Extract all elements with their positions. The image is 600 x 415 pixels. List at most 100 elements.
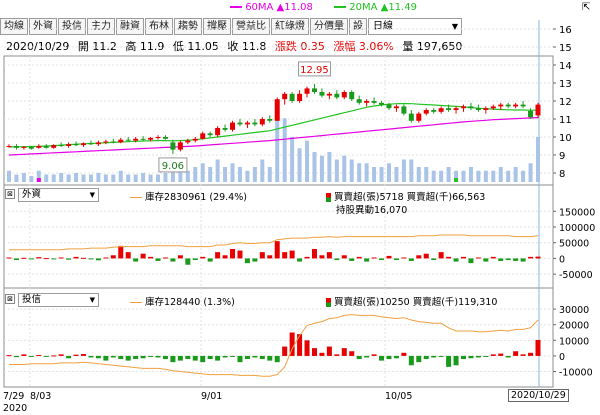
flow-bar bbox=[386, 355, 392, 360]
flow-bar bbox=[356, 256, 362, 259]
panel2-bar-legend: 買賣超(張)10250 買賣超(千)119,310 bbox=[326, 294, 497, 308]
candle-body bbox=[155, 137, 161, 138]
flow-bar bbox=[483, 355, 489, 357]
tab-margin[interactable]: 融資 bbox=[116, 18, 144, 35]
flow-bar bbox=[252, 258, 258, 262]
volume-bar bbox=[439, 170, 444, 182]
candle-body bbox=[95, 142, 101, 145]
flow-bar bbox=[43, 355, 49, 357]
flow-bar bbox=[244, 258, 250, 264]
candle-body bbox=[356, 99, 362, 103]
flow-bar bbox=[88, 355, 94, 358]
x-label-first: 7/29 bbox=[3, 391, 25, 402]
flow-bar bbox=[215, 355, 221, 361]
volume-bar bbox=[260, 159, 265, 182]
volume-bar bbox=[334, 159, 339, 182]
candle-body bbox=[66, 144, 72, 146]
flow-bar bbox=[319, 352, 325, 356]
price-tick-label: 12 bbox=[559, 97, 572, 108]
flow-bar bbox=[222, 355, 228, 358]
volume-bar bbox=[498, 167, 503, 182]
volume-bar bbox=[424, 167, 429, 182]
candle-body bbox=[379, 102, 385, 105]
panel1-select[interactable]: 外資 ▼ bbox=[18, 188, 99, 202]
panel2-select[interactable]: 投信 ▼ bbox=[18, 293, 99, 307]
volume-bar bbox=[416, 167, 421, 182]
candle-body bbox=[207, 133, 213, 136]
flow-bar bbox=[66, 355, 72, 359]
flow-bar bbox=[222, 255, 228, 259]
panel2-toggle[interactable]: ⊠ bbox=[5, 294, 15, 304]
candle-body bbox=[349, 92, 355, 100]
volume-bar bbox=[513, 167, 518, 182]
flow-bar bbox=[259, 252, 265, 259]
flow-bar bbox=[51, 258, 57, 260]
tab-pe[interactable]: 營益比 bbox=[232, 18, 270, 35]
candle-body bbox=[393, 106, 399, 109]
flow-bar bbox=[505, 258, 511, 260]
flow-bar bbox=[118, 245, 124, 259]
candle-body bbox=[528, 110, 534, 118]
min-price-label: 9.06 bbox=[162, 161, 184, 172]
volume-bar bbox=[148, 174, 153, 182]
flow-tick-label: -10000 bbox=[559, 368, 593, 379]
tab-light[interactable]: 紅綠燈 bbox=[271, 18, 309, 35]
flow-bar bbox=[528, 352, 534, 356]
flow-bar bbox=[28, 355, 34, 357]
pin-icon[interactable]: ⇱ bbox=[582, 2, 591, 13]
flow-bar bbox=[371, 354, 377, 356]
flow-tick-label: 100000 bbox=[559, 223, 595, 234]
flow-bar bbox=[177, 255, 183, 259]
flow-tick-label: 0 bbox=[559, 254, 565, 265]
volume-bar bbox=[141, 173, 146, 182]
candle-body bbox=[28, 146, 34, 149]
tab-volume-price[interactable]: 分價量 bbox=[310, 18, 348, 35]
candle-body bbox=[364, 101, 370, 103]
volume-bar bbox=[364, 163, 369, 182]
candle-body bbox=[468, 106, 474, 109]
flow-bar bbox=[103, 257, 109, 259]
period-select[interactable]: 日線 ▼ bbox=[368, 18, 462, 35]
indicator-tabbar: 均線 外資 投信 主力 融資 布林 趨勢 撐壓 營益比 紅綠燈 分價量 設 日線… bbox=[0, 18, 462, 35]
flow-tick-label: 10000 bbox=[559, 336, 589, 347]
flow-bar bbox=[393, 355, 399, 359]
flow-bar bbox=[297, 258, 303, 262]
price-tick-label: 10 bbox=[559, 133, 572, 144]
flow-bar bbox=[468, 258, 474, 264]
volume-bar bbox=[372, 167, 377, 182]
tab-main-force[interactable]: 主力 bbox=[87, 18, 115, 35]
flow-bar bbox=[95, 355, 101, 359]
chevron-down-icon: ▼ bbox=[89, 296, 95, 304]
flow-bar bbox=[438, 252, 444, 259]
candle-body bbox=[58, 145, 64, 147]
tab-settings[interactable]: 設 bbox=[349, 18, 367, 35]
tab-support[interactable]: 撐壓 bbox=[203, 18, 231, 35]
volume-bar bbox=[342, 155, 347, 182]
event-marker bbox=[454, 178, 459, 182]
volume-bar bbox=[528, 163, 533, 182]
tab-bollinger[interactable]: 布林 bbox=[145, 18, 173, 35]
holding-line-1 bbox=[9, 234, 539, 251]
candle-body bbox=[21, 146, 27, 148]
tab-ma[interactable]: 均線 bbox=[0, 18, 28, 35]
panel-frame-2 bbox=[3, 287, 554, 388]
tab-trend[interactable]: 趨勢 bbox=[174, 18, 202, 35]
panel2-bar2-label: 買賣超(千)119,310 bbox=[412, 297, 498, 308]
chevron-down-icon: ▼ bbox=[451, 22, 458, 31]
candle-body bbox=[401, 106, 407, 114]
flow-bar bbox=[13, 258, 19, 260]
panel1-toggle[interactable]: ⊠ bbox=[5, 189, 15, 199]
candle-body bbox=[133, 138, 139, 141]
flow-bar bbox=[490, 354, 496, 356]
volume-bar bbox=[178, 163, 183, 182]
volume-bar bbox=[290, 137, 295, 182]
ma60-line bbox=[8, 117, 539, 156]
flow-bar bbox=[133, 355, 139, 360]
candle-body bbox=[103, 141, 109, 143]
tab-foreign[interactable]: 外資 bbox=[29, 18, 57, 35]
tab-trust[interactable]: 投信 bbox=[58, 18, 86, 35]
volume-bar bbox=[208, 167, 213, 182]
ma20-label: 20MA ▲11.49 bbox=[349, 2, 417, 13]
volume-bar bbox=[506, 170, 511, 182]
candle-body bbox=[110, 141, 116, 143]
